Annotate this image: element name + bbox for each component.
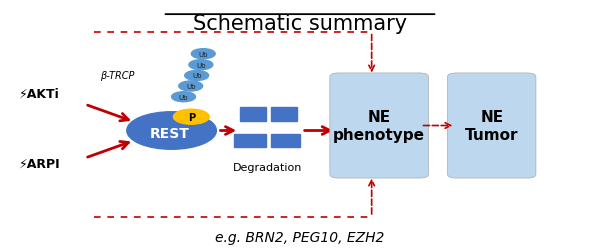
Text: ⚡ARPI: ⚡ARPI (19, 157, 61, 170)
Text: Ub: Ub (192, 73, 202, 79)
Text: P: P (188, 112, 195, 122)
Text: Ub: Ub (186, 84, 196, 90)
Text: Ub: Ub (199, 51, 208, 57)
Circle shape (173, 110, 209, 125)
Bar (235, 134, 266, 148)
Text: Schematic summary: Schematic summary (193, 14, 407, 34)
Text: ⚡AKTi: ⚡AKTi (19, 87, 60, 100)
FancyBboxPatch shape (330, 74, 428, 178)
Bar (271, 108, 297, 122)
Text: β-TRCP: β-TRCP (100, 71, 134, 81)
Bar (271, 134, 300, 148)
Circle shape (179, 82, 203, 92)
Circle shape (127, 112, 217, 150)
Circle shape (191, 49, 215, 59)
Circle shape (185, 71, 209, 81)
Text: NE
Tumor: NE Tumor (465, 110, 518, 142)
Text: Degradation: Degradation (232, 162, 302, 172)
Text: NE
phenotype: NE phenotype (333, 110, 425, 142)
Text: e.g. BRN2, PEG10, EZH2: e.g. BRN2, PEG10, EZH2 (215, 230, 385, 244)
Circle shape (189, 60, 213, 70)
Text: Ub: Ub (179, 94, 188, 100)
Text: REST: REST (150, 127, 190, 140)
Bar (240, 108, 266, 122)
Text: Ub: Ub (196, 62, 206, 69)
Circle shape (172, 92, 196, 102)
FancyBboxPatch shape (448, 74, 536, 178)
